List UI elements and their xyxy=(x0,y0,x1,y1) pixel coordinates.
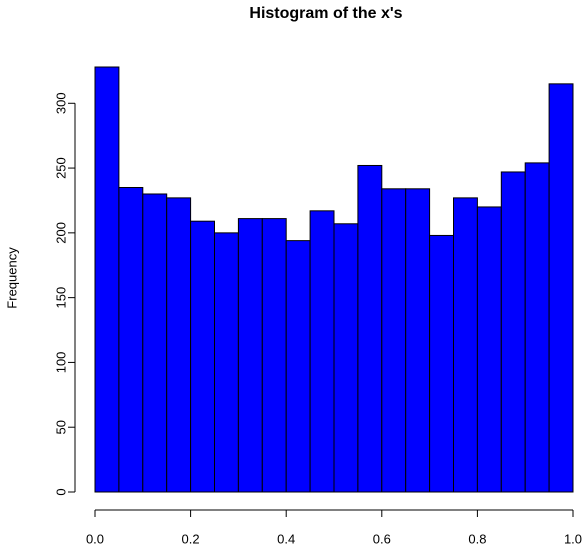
bar xyxy=(405,188,431,493)
bar xyxy=(94,66,120,493)
x-tick-label: 1.0 xyxy=(564,531,582,546)
bar xyxy=(166,197,192,493)
y-tick-label: 50 xyxy=(53,420,68,434)
bar xyxy=(548,83,574,493)
bar xyxy=(357,164,383,493)
y-tick-label: 300 xyxy=(53,92,68,114)
bar xyxy=(261,218,287,493)
bar xyxy=(285,240,311,493)
bar xyxy=(333,223,359,493)
bar xyxy=(142,193,168,493)
bar xyxy=(524,162,550,493)
x-tick-label: 0.0 xyxy=(86,531,104,546)
bar xyxy=(453,197,478,493)
y-tick-label: 200 xyxy=(53,222,68,244)
x-tick-label: 0.8 xyxy=(468,531,486,546)
bar xyxy=(381,188,407,493)
y-tick-label: 150 xyxy=(53,287,68,309)
x-tick-label: 0.2 xyxy=(182,531,200,546)
bar xyxy=(429,234,455,493)
bar xyxy=(309,210,335,493)
x-tick-label: 0.6 xyxy=(373,531,391,546)
bar xyxy=(476,206,502,493)
x-tick-label: 0.4 xyxy=(277,531,295,546)
y-tick-label: 250 xyxy=(53,157,68,179)
y-tick-label: 0 xyxy=(53,488,68,495)
bar xyxy=(118,187,144,493)
bar xyxy=(214,232,239,493)
bar xyxy=(500,171,526,493)
bar xyxy=(190,220,216,493)
y-axis-label: Frequency xyxy=(4,247,19,309)
chart-title: Histogram of the x's xyxy=(249,5,402,22)
y-tick-label: 100 xyxy=(53,352,68,374)
bar xyxy=(237,218,263,493)
